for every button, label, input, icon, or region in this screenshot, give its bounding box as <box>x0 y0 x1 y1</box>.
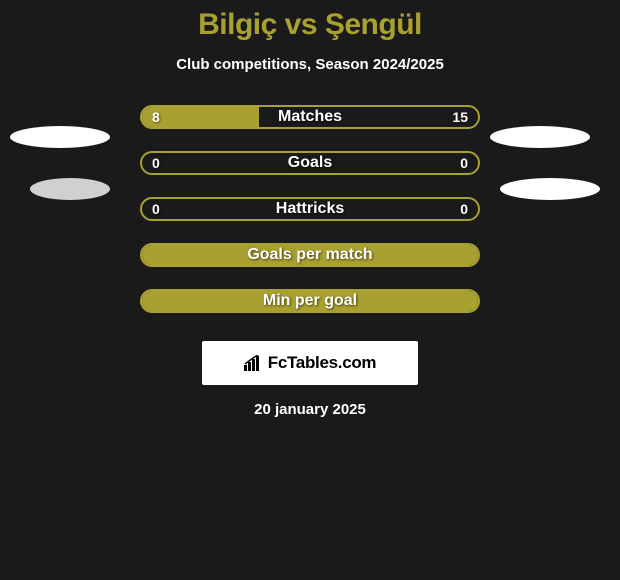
decor-oval-left-mid <box>30 178 110 200</box>
stat-right-value: 0 <box>460 155 468 171</box>
page-subtitle: Club competitions, Season 2024/2025 <box>176 56 444 73</box>
brand-text: FcTables.com <box>244 353 377 373</box>
page-title: Bilgiç vs Şengül <box>198 8 422 42</box>
stat-row: 0 0 Goals <box>0 151 620 175</box>
chart-icon <box>244 355 264 371</box>
decor-oval-left-top <box>10 126 110 148</box>
stat-row: 0 0 Hattricks <box>0 197 620 221</box>
stat-label: Matches <box>278 108 342 126</box>
stat-row: Goals per match <box>0 243 620 267</box>
infographic-container: Bilgiç vs Şengül Club competitions, Seas… <box>0 0 620 418</box>
stat-label: Goals per match <box>247 246 372 264</box>
stat-left-value: 0 <box>152 201 160 217</box>
stat-bar: Goals per match <box>140 243 480 267</box>
stat-row: Min per goal <box>0 289 620 313</box>
footer-date: 20 january 2025 <box>254 401 366 418</box>
stat-label: Min per goal <box>263 292 357 310</box>
stat-bar: Min per goal <box>140 289 480 313</box>
stat-label: Hattricks <box>276 200 344 218</box>
stat-left-value: 0 <box>152 155 160 171</box>
brand-label: FcTables.com <box>268 353 377 373</box>
stat-bar: 8 15 Matches <box>140 105 480 129</box>
stat-right-value: 15 <box>452 109 468 125</box>
stat-bar: 0 0 Goals <box>140 151 480 175</box>
decor-oval-right-top <box>490 126 590 148</box>
stat-bar: 0 0 Hattricks <box>140 197 480 221</box>
brand-badge: FcTables.com <box>202 341 418 385</box>
stat-left-value: 8 <box>152 109 160 125</box>
stat-label: Goals <box>288 154 332 172</box>
stat-right-value: 0 <box>460 201 468 217</box>
decor-oval-right-mid <box>500 178 600 200</box>
